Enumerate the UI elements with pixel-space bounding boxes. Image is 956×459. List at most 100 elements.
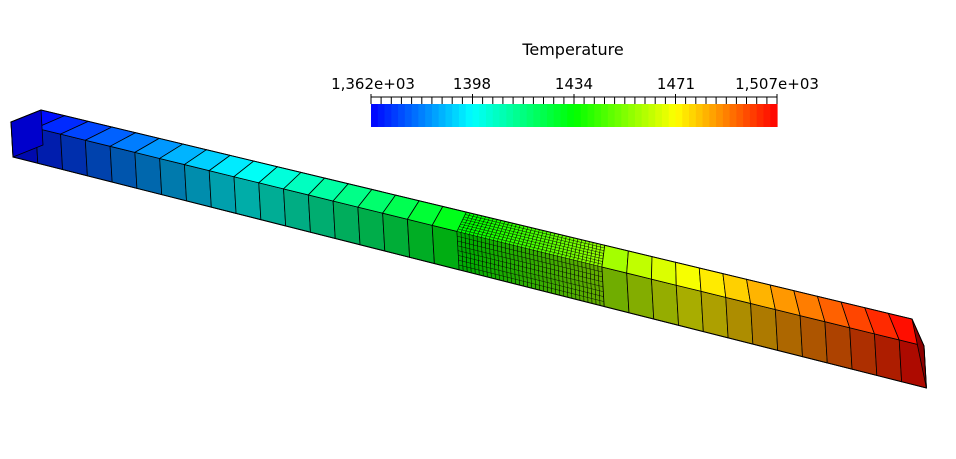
legend-color-swatch [614, 104, 622, 127]
legend-color-swatch [519, 104, 528, 127]
mesh-cell-side [750, 302, 779, 351]
legend-color-swatch [506, 104, 514, 127]
mesh-cell-side [109, 145, 138, 189]
mesh-cell-side [406, 218, 435, 265]
legend-tick-label-1398: 1398 [453, 75, 491, 93]
legend-color-swatch [689, 104, 697, 127]
legend-color-swatch [763, 104, 771, 127]
mesh-cell-side [283, 188, 311, 233]
mesh-fine-layer-line [459, 226, 603, 262]
mesh-fine-layer-line [457, 240, 603, 278]
legend-color-swatch [404, 104, 413, 127]
legend-color-swatch [743, 104, 751, 127]
legend-color-swatch [398, 104, 406, 127]
legend-color-bar [371, 104, 778, 127]
legend-color-swatch [736, 104, 744, 127]
legend-color-swatch [431, 104, 440, 127]
legend-color-swatch [675, 104, 683, 127]
mesh-cell-side [626, 272, 655, 320]
legend-color-swatch [391, 104, 399, 127]
legend-color-swatch [445, 104, 453, 127]
mesh-cell-side [134, 151, 163, 196]
legend-color-swatch [641, 104, 650, 127]
legend-color-swatch [425, 104, 433, 127]
legend-color-swatch [546, 104, 555, 127]
mesh-fine-layer-line [457, 236, 603, 273]
legend-color-swatch [621, 104, 629, 127]
mesh-cell-side [651, 278, 679, 326]
legend-color-swatch [749, 104, 758, 127]
legend-color-swatch [756, 104, 765, 127]
mesh-cell-side [774, 309, 803, 358]
mesh-fine-layer-line [465, 214, 605, 249]
mesh-cell-side [183, 164, 212, 208]
legend-color-swatch [540, 104, 548, 127]
mesh-cell-side [233, 176, 262, 221]
legend-color-swatch [574, 104, 582, 127]
legend-color-swatch [560, 104, 568, 127]
legend-title: Temperature [521, 40, 623, 59]
legend-color-swatch [634, 104, 643, 127]
legend-color-swatch [377, 104, 386, 127]
legend-tick-label-1434: 1434 [555, 75, 593, 93]
legend-color-swatch [716, 104, 724, 127]
legend-color-swatch [594, 104, 602, 127]
color-legend: Temperature 1,362e+03 1398 1434 1471 1,5… [331, 40, 819, 127]
legend-color-swatch [668, 104, 677, 127]
mesh-cell-side [307, 194, 336, 240]
mesh-cell-side [824, 321, 853, 370]
legend-color-swatch [486, 104, 494, 127]
legend-color-swatch [709, 104, 717, 127]
mesh-fine-layer-line [457, 245, 603, 283]
legend-tick-label-1471: 1471 [657, 75, 695, 93]
mesh-cell-side [700, 290, 729, 339]
mesh-fine-layer-line [458, 260, 604, 297]
legend-color-swatch [371, 104, 379, 127]
legend-color-swatch [567, 104, 575, 127]
mesh-cell-side [799, 315, 828, 364]
mesh-fine-layer-line [458, 228, 603, 265]
legend-color-swatch [411, 104, 419, 127]
legend-color-swatch [458, 104, 467, 127]
mesh-fine-layer-line [458, 255, 604, 292]
legend-color-swatch [682, 104, 690, 127]
legend-ticks [370, 94, 778, 104]
mesh-cell-side [332, 200, 361, 246]
legend-tick-label-min: 1,362e+03 [331, 75, 415, 93]
mesh-cell-side [258, 182, 287, 227]
mesh-cell-side [357, 206, 386, 252]
mesh-fine-layer-line [462, 219, 604, 254]
legend-color-swatch [628, 104, 636, 127]
legend-color-swatch [648, 104, 656, 127]
mesh-fine-layer-line [458, 264, 604, 302]
temperature-bar-mesh [9, 109, 927, 389]
legend-color-swatch [492, 104, 501, 127]
legend-color-swatch [533, 104, 541, 127]
legend-color-swatch [499, 104, 507, 127]
mesh-cell-side [874, 333, 903, 383]
mesh-fine-layer-line [461, 221, 604, 257]
legend-color-swatch [655, 104, 663, 127]
legend-color-swatch [472, 104, 480, 127]
legend-color-swatch [695, 104, 704, 127]
legend-color-swatch [384, 104, 392, 127]
legend-color-swatch [702, 104, 710, 127]
legend-color-swatch [587, 104, 595, 127]
legend-color-swatch [479, 104, 487, 127]
mesh-fine-layer-line [460, 223, 604, 260]
legend-tick-label-max: 1,507e+03 [735, 75, 819, 93]
legend-color-swatch [553, 104, 562, 127]
mesh-cell-side [159, 157, 187, 202]
legend-color-swatch [526, 104, 534, 127]
legend-color-swatch [452, 104, 460, 127]
legend-color-swatch [770, 104, 778, 127]
legend-color-swatch [580, 104, 589, 127]
legend-color-swatch [722, 104, 731, 127]
mesh-cell-side [382, 212, 411, 258]
mesh-cell-side [208, 170, 237, 214]
mesh-cell-side [725, 296, 754, 345]
mesh-cell-side [675, 284, 704, 333]
legend-color-swatch [418, 104, 426, 127]
